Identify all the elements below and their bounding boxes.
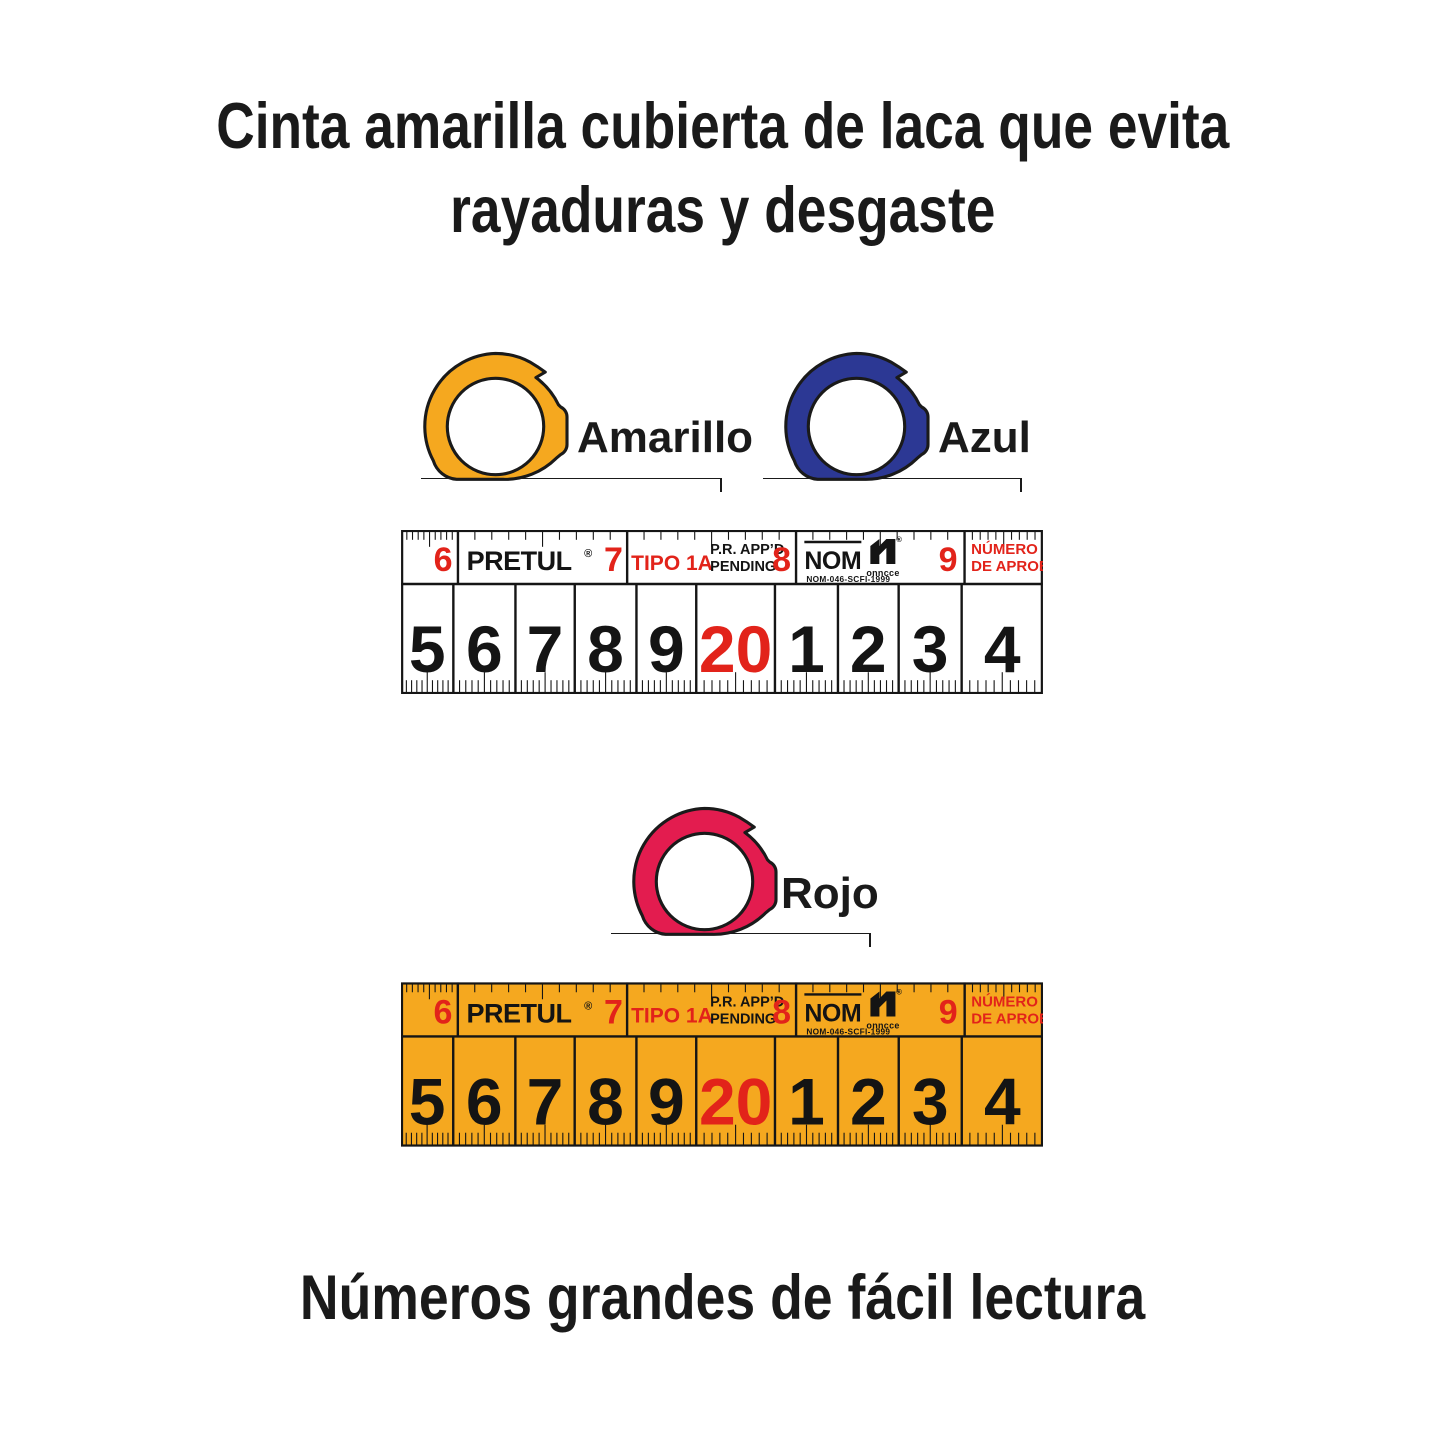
svg-text:5: 5: [409, 612, 446, 686]
svg-text:7: 7: [604, 541, 623, 579]
svg-text:3: 3: [912, 1065, 949, 1139]
svg-text:1: 1: [788, 612, 825, 686]
svg-text:9: 9: [648, 1065, 685, 1139]
svg-text:PENDING: PENDING: [710, 559, 776, 575]
svg-text:®: ®: [896, 535, 902, 544]
svg-text:20: 20: [699, 612, 772, 686]
svg-text:4: 4: [984, 612, 1021, 686]
svg-text:6: 6: [466, 612, 503, 686]
svg-text:9: 9: [939, 993, 958, 1031]
svg-text:8: 8: [587, 1065, 624, 1139]
svg-text:NOM: NOM: [804, 999, 861, 1027]
svg-text:6: 6: [434, 993, 453, 1031]
svg-text:NOM: NOM: [804, 547, 861, 575]
svg-text:TIPO 1A: TIPO 1A: [631, 1004, 713, 1027]
svg-text:®: ®: [584, 1000, 592, 1012]
svg-text:6: 6: [434, 541, 453, 579]
svg-text:1: 1: [788, 1065, 825, 1139]
svg-text:4: 4: [984, 1065, 1021, 1139]
svg-text:9: 9: [939, 541, 958, 579]
svg-text:NÚMERO: NÚMERO: [971, 992, 1038, 1010]
svg-text:20: 20: [699, 1065, 772, 1139]
svg-text:NÚMERO: NÚMERO: [971, 540, 1038, 558]
svg-text:8: 8: [772, 993, 791, 1031]
svg-text:7: 7: [527, 612, 564, 686]
svg-text:onncce: onncce: [866, 1020, 899, 1030]
svg-text:9: 9: [648, 612, 685, 686]
svg-text:DE APROBACI: DE APROBACI: [971, 1010, 1043, 1027]
svg-text:DE APROBACI: DE APROBACI: [971, 558, 1043, 575]
svg-text:3: 3: [912, 612, 949, 686]
svg-text:onncce: onncce: [866, 568, 899, 578]
svg-text:®: ®: [896, 987, 902, 996]
svg-text:2: 2: [850, 612, 887, 686]
svg-text:PRETUL: PRETUL: [467, 546, 572, 576]
svg-text:6: 6: [466, 1065, 503, 1139]
svg-text:PRETUL: PRETUL: [467, 998, 572, 1028]
svg-text:PENDING: PENDING: [710, 1011, 776, 1027]
svg-text:2: 2: [850, 1065, 887, 1139]
svg-text:TIPO 1A: TIPO 1A: [631, 552, 713, 575]
svg-text:8: 8: [772, 541, 791, 579]
svg-text:7: 7: [527, 1065, 564, 1139]
svg-text:5: 5: [409, 1065, 446, 1139]
svg-text:7: 7: [604, 993, 623, 1031]
svg-text:®: ®: [584, 548, 592, 560]
svg-text:8: 8: [587, 612, 624, 686]
